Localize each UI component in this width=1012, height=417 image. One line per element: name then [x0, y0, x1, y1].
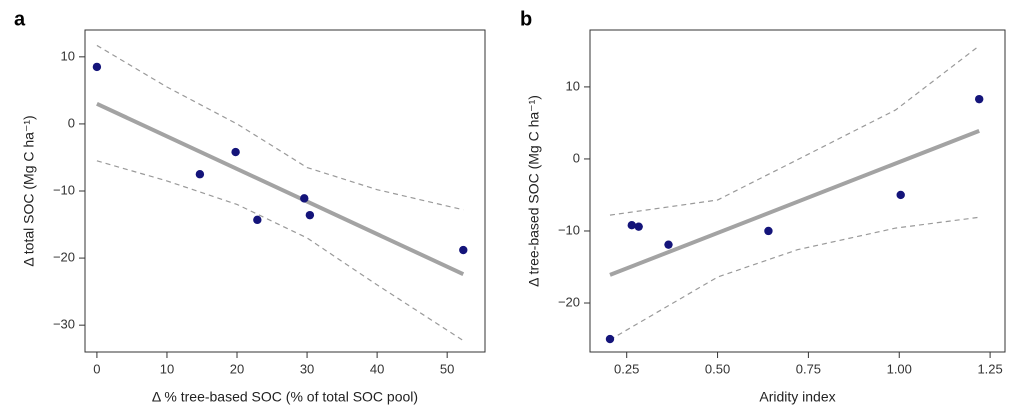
- panel-label: b: [520, 8, 532, 30]
- fit-line: [609, 128, 980, 277]
- y-tick-label: 0: [573, 150, 580, 165]
- x-tick-label: 1.00: [887, 361, 912, 376]
- point: [300, 194, 309, 203]
- point: [92, 62, 102, 72]
- point: [231, 147, 240, 157]
- y-tick-label: −10: [53, 182, 75, 197]
- ci-upper: [96, 44, 464, 211]
- x-tick-label: 30: [300, 361, 314, 376]
- y-tick-label: 10: [61, 48, 75, 63]
- y-tick-label: −10: [558, 222, 580, 237]
- y-tick-label: −20: [53, 250, 75, 265]
- x-tick-label: 50: [440, 361, 454, 376]
- x-axis-title: Aridity index: [759, 389, 835, 405]
- y-tick-label: 10: [566, 78, 580, 93]
- fit-line: [96, 101, 465, 276]
- point: [305, 210, 315, 220]
- x-axis-title: Δ % tree-based SOC (% of total SOC pool): [152, 389, 418, 405]
- ci-lower: [609, 216, 980, 341]
- point: [605, 334, 615, 344]
- x-tick-label: 0.50: [705, 361, 730, 376]
- ci-lower: [96, 160, 464, 342]
- x-tick-label: 40: [370, 361, 384, 376]
- x-tick-label: 0.75: [796, 361, 821, 376]
- y-axis-title: Δ total SOC (Mg C ha⁻¹): [21, 115, 37, 266]
- point: [764, 226, 773, 236]
- point: [634, 222, 643, 231]
- point: [253, 215, 262, 225]
- x-tick-label: 10: [160, 361, 174, 376]
- x-tick-label: 1.25: [977, 361, 1002, 376]
- point: [195, 170, 205, 179]
- y-tick-label: −20: [558, 294, 580, 309]
- y-axis-title: Δ tree-based SOC (Mg C ha⁻¹): [526, 95, 542, 287]
- point: [627, 221, 636, 230]
- x-tick-label: 0.25: [614, 361, 639, 376]
- point: [459, 245, 468, 255]
- plot-frame: [589, 29, 1006, 353]
- ci-upper: [609, 45, 980, 216]
- x-tick-label: 20: [230, 361, 244, 376]
- y-tick-label: −30: [53, 317, 75, 332]
- x-tick-label: 0: [93, 361, 100, 376]
- point: [664, 240, 673, 249]
- y-tick-label: 0: [68, 115, 75, 130]
- point: [896, 190, 905, 200]
- point: [974, 94, 984, 104]
- panel-label: a: [14, 8, 26, 30]
